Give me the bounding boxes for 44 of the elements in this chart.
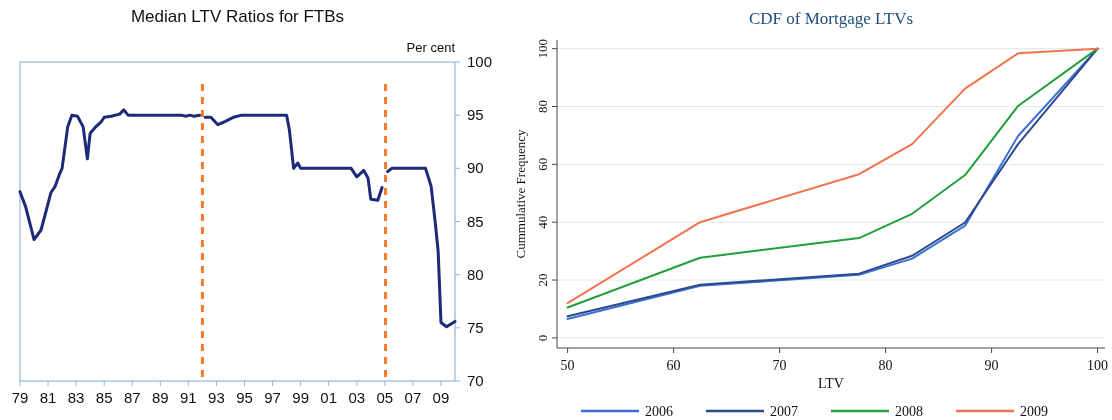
y-tick-label: 20 [535, 273, 550, 287]
x-tick-label: 81 [39, 389, 57, 406]
x-tick-label: 100 [1087, 358, 1109, 373]
y-axis-title: Per cent [406, 40, 456, 55]
x-tick-label: 95 [236, 389, 253, 406]
x-tick-label: 99 [292, 389, 309, 406]
y-tick-label: 40 [535, 215, 550, 229]
x-tick-label: 79 [11, 389, 29, 406]
y-tick-label: 0 [535, 334, 550, 342]
x-tick-label: 50 [560, 358, 575, 373]
x-tick-label: 97 [264, 389, 281, 406]
chart-title: CDF of Mortgage LTVs [748, 9, 914, 28]
x-tick-label: 85 [95, 389, 113, 406]
x-tick-label: 89 [151, 389, 169, 406]
x-axis-title: LTV [818, 376, 844, 391]
y-tick-label: 75 [467, 318, 484, 336]
legend-label: 2006 [645, 404, 673, 419]
x-tick-label: 09 [432, 389, 450, 406]
legend-label: 2008 [895, 404, 923, 419]
y-tick-label: 60 [535, 157, 550, 171]
y-axis-title: Cummulative Frequency [513, 129, 528, 259]
x-tick-label: 60 [666, 358, 681, 373]
x-tick-label: 87 [123, 389, 141, 406]
y-tick-label: 95 [467, 106, 484, 124]
y-tick-label: 100 [467, 53, 493, 70]
x-tick-label: 91 [180, 389, 197, 406]
legend-label: 2009 [1020, 404, 1048, 419]
x-tick-label: 05 [376, 389, 394, 406]
y-tick-label: 85 [467, 212, 484, 230]
x-tick-label: 70 [772, 358, 787, 373]
y-tick-label: 70 [467, 372, 484, 389]
y-tick-label: 100 [535, 38, 550, 59]
x-tick-label: 83 [67, 389, 85, 406]
x-tick-label: 07 [404, 389, 422, 406]
y-tick-label: 90 [467, 159, 484, 177]
legend-label: 2007 [770, 404, 798, 419]
x-tick-label: 80 [878, 358, 893, 373]
x-tick-label: 03 [348, 389, 366, 406]
x-tick-label: 93 [208, 389, 225, 406]
x-tick-label: 01 [320, 389, 338, 406]
x-tick-label: 90 [984, 358, 999, 373]
y-tick-label: 80 [535, 100, 550, 114]
y-tick-label: 80 [467, 265, 484, 283]
chart-title: Median LTV Ratios for FTBs [130, 7, 345, 26]
